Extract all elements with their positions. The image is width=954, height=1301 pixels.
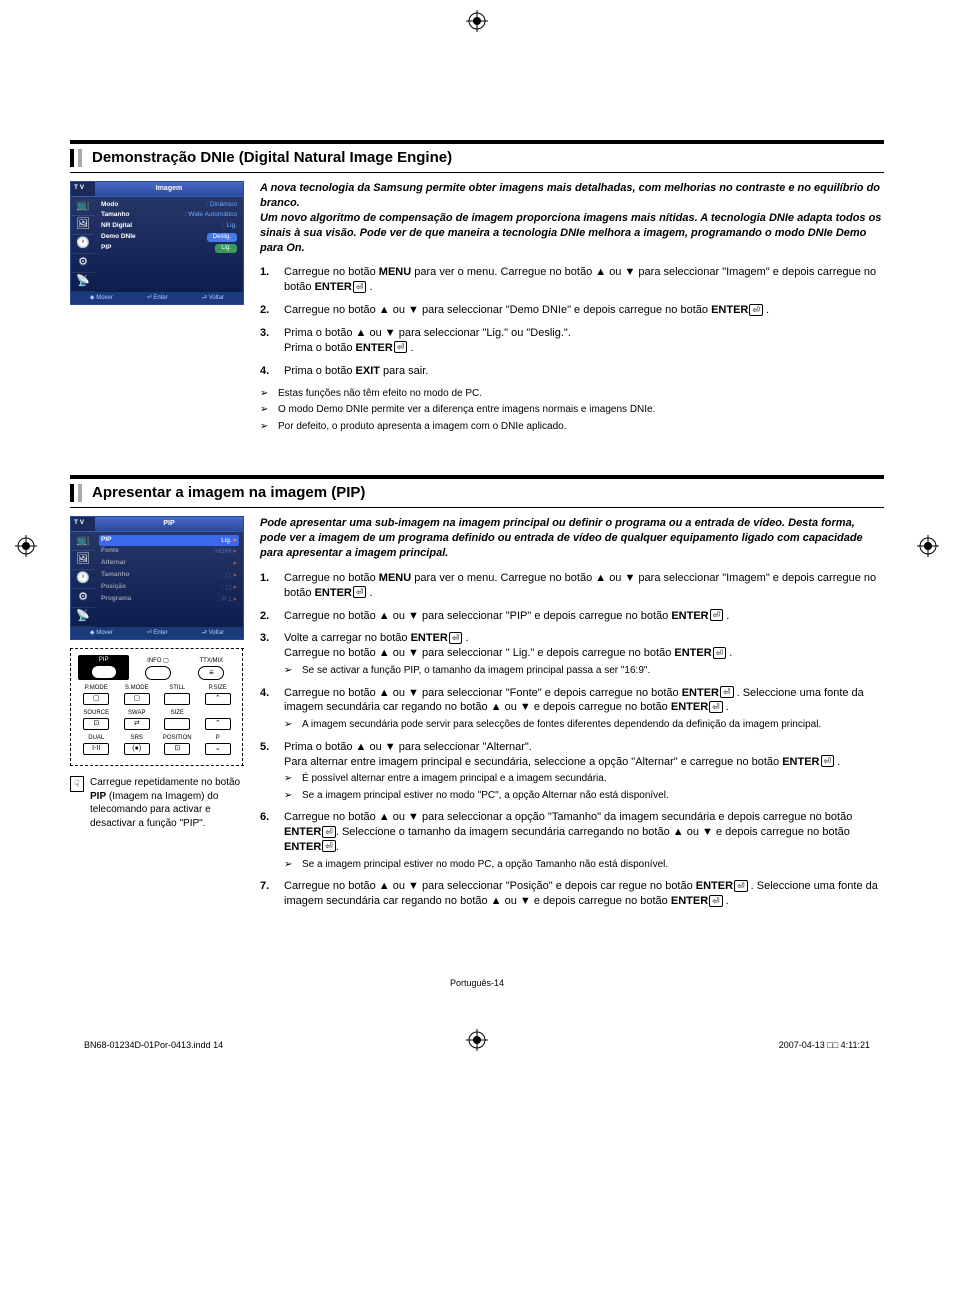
note-item: Se a imagem principal estiver no modo PC… [284, 858, 884, 872]
section-pip: Apresentar a imagem na imagem (PIP) T V … [70, 475, 884, 917]
step-item: Carregue no botão ▲ ou ▼ para selecciona… [260, 879, 884, 909]
menu-row: NR Digital: Lig. [99, 221, 239, 232]
menu-sidebar-icons: 📺 🖼 🕐 ⚙ 📡 [71, 197, 95, 292]
step-item: Carregue no botão MENU para ver o menu. … [260, 571, 884, 601]
step-item: Prima o botão ▲ ou ▼ para seleccionar "A… [260, 740, 884, 803]
note-item: Por defeito, o produto apresenta a image… [260, 420, 884, 434]
remote-button: SIZE [159, 709, 196, 730]
menu-footer-item: ◆ Mover [90, 629, 113, 637]
remote-button: SWAP⇄ [119, 709, 156, 730]
tv-menu-imagem: T V Imagem 📺 🖼 🕐 ⚙ 📡 Modo: DinâmicoTaman… [70, 181, 244, 305]
remote-button: P⌄ [200, 734, 237, 755]
menu-row: Programa: P 1 ▸ [99, 594, 239, 606]
registration-mark-left [15, 535, 37, 557]
step-item: Volte a carregar no botão ENTER .Carregu… [260, 631, 884, 677]
menu-header: Imagem [95, 182, 243, 195]
remote-button: INFO ▢ [133, 657, 182, 680]
step-item: Carregue no botão ▲ ou ▼ para selecciona… [260, 609, 884, 624]
note-item: O modo Demo DNIe permite ver a diferença… [260, 403, 884, 417]
section-dnie: Demonstração DNIe (Digital Natural Image… [70, 140, 884, 435]
menu-row: Alternar ▸ [99, 558, 239, 570]
note-item: É possível alternar entre a imagem princ… [284, 772, 884, 786]
title-text: Apresentar a imagem na imagem (PIP) [92, 483, 365, 503]
intro-text: A nova tecnologia da Samsung permite obt… [260, 181, 884, 255]
menu-row: Posição: ▢ ▸ [99, 582, 239, 594]
steps-list: Carregue no botão MENU para ver o menu. … [260, 571, 884, 909]
remote-button: SRS(●) [119, 734, 156, 755]
steps-list: Carregue no botão MENU para ver o menu. … [260, 265, 884, 378]
section-title: Demonstração DNIe (Digital Natural Image… [70, 140, 884, 173]
intro-text: Pode apresentar uma sub-imagem na imagem… [260, 516, 884, 561]
pip-button-note: ☟ Carregue repetidamente no botão PIP (I… [70, 776, 244, 830]
step-item: Carregue no botão ▲ ou ▼ para selecciona… [260, 810, 884, 871]
remote-button: ⌃ [200, 717, 237, 730]
menu-row: Tamanho: ▢ ▸ [99, 570, 239, 582]
title-text: Demonstração DNIe (Digital Natural Image… [92, 148, 452, 168]
note-item: A imagem secundária pode servir para sel… [284, 718, 884, 732]
remote-button: DUALI-II [78, 734, 115, 755]
menu-row: Modo: Dinâmico [99, 200, 239, 211]
step-item: Prima o botão ▲ ou ▼ para seleccionar "L… [260, 326, 884, 356]
menu-header: PIP [95, 517, 243, 530]
remote-button: POSITION⊡ [159, 734, 196, 755]
registration-mark-bottom [466, 1029, 488, 1051]
step-item: Carregue no botão ▲ ou ▼ para selecciona… [260, 303, 884, 318]
menu-row: Demo DNIeDeslig. [99, 232, 239, 243]
remote-button: P.SIZE⌃ [200, 684, 237, 705]
note-text: Carregue repetidamente no botão PIP (Ima… [90, 776, 244, 830]
menu-row: Tamanho: Wide Automático [99, 210, 239, 221]
remote-button: PIP⊞ [78, 655, 129, 680]
step-item: Carregue no botão ▲ ou ▼ para selecciona… [260, 686, 884, 732]
menu-footer-item: ⮐ Voltar [202, 294, 224, 302]
menu-row: PIPLig. [99, 243, 239, 254]
menu-footer-item: ⏎ Enter [147, 629, 168, 637]
step-item: Carregue no botão MENU para ver o menu. … [260, 265, 884, 295]
note-item: Estas funções não têm efeito no modo de … [260, 387, 884, 401]
note-item: Se a imagem principal estiver no modo "P… [284, 789, 884, 803]
menu-sidebar-icons: 📺 🖼 🕐 ⚙ 📡 [71, 532, 95, 627]
section-title: Apresentar a imagem na imagem (PIP) [70, 475, 884, 508]
menu-footer-item: ◆ Mover [90, 294, 113, 302]
remote-button: S.MODE▢ [119, 684, 156, 705]
registration-mark-right [917, 535, 939, 557]
menu-row: Fonte: HDMI ▸ [99, 546, 239, 558]
tv-menu-pip: T V PIP 📺 🖼 🕐 ⚙ 📡 PIPLig. ▸Fonte: HDMI ▸… [70, 516, 244, 640]
page-number: Português-14 [70, 977, 884, 989]
doc-footer-left: BN68-01234D-01Por-0413.indd 14 [84, 1039, 223, 1051]
menu-row: PIPLig. ▸ [99, 535, 239, 547]
doc-footer-right: 2007-04-13 □□ 4:11:21 [779, 1039, 870, 1051]
registration-mark-top [466, 10, 488, 32]
hand-icon: ☟ [70, 776, 84, 792]
remote-control-panel: PIP⊞INFO ▢TTX/MIX≡ P.MODE▢S.MODE▢STILLP.S… [70, 648, 244, 766]
menu-footer-item: ⮐ Voltar [202, 629, 224, 637]
remote-button: TTX/MIX≡ [187, 657, 236, 680]
step-item: Prima o botão EXIT para sair. [260, 364, 884, 379]
menu-footer-item: ⏎ Enter [147, 294, 168, 302]
remote-button: STILL [159, 684, 196, 705]
tv-label: T V [71, 182, 95, 195]
remote-button: P.MODE▢ [78, 684, 115, 705]
tv-label: T V [71, 517, 95, 530]
remote-button: SOURCE⊡ [78, 709, 115, 730]
note-item: Se se activar a função PIP, o tamanho da… [284, 664, 884, 678]
